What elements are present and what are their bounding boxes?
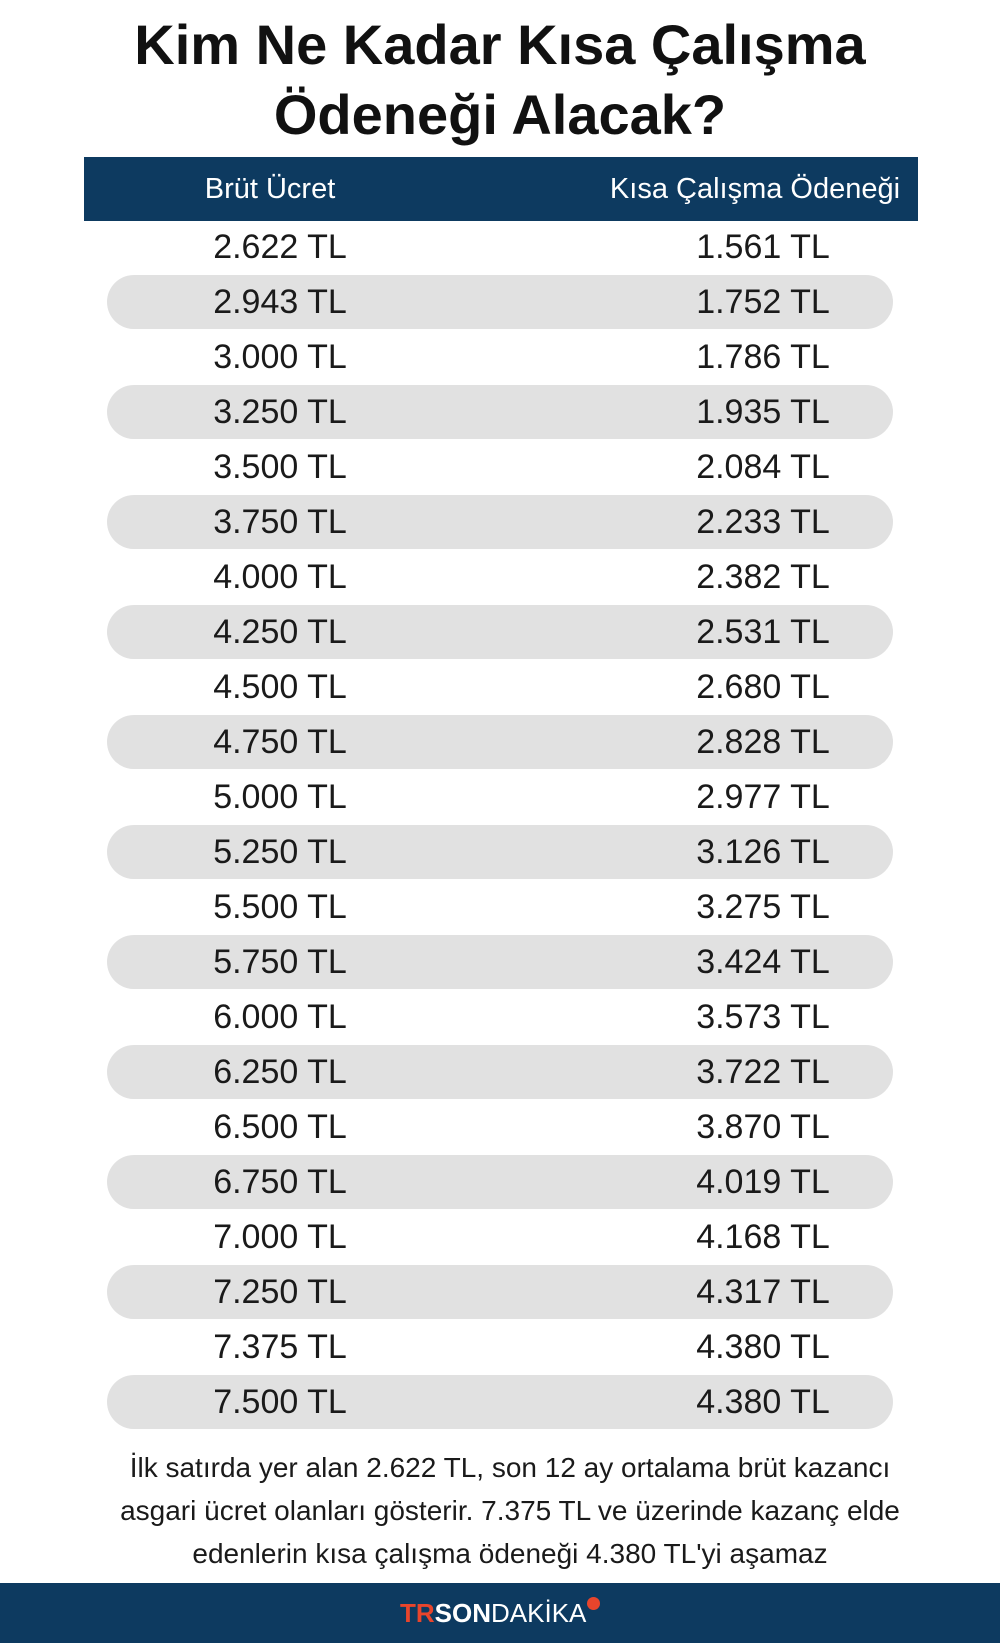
allowance-cell: 3.126 TL [696,833,830,871]
allowance-cell: 3.275 TL [696,888,830,926]
gross-wage-cell: 5.250 TL [213,833,347,871]
gross-wage-cell: 2.622 TL [213,228,347,266]
table-row: 7.000 TL 4.168 TL [107,1210,893,1264]
allowance-cell: 4.019 TL [696,1163,830,1201]
table-row: 4.250 TL 2.531 TL [107,605,893,659]
allowance-cell: 4.168 TL [696,1218,830,1256]
allowance-cell: 1.752 TL [696,283,830,321]
table-row: 7.250 TL 4.317 TL [107,1265,893,1319]
allowance-cell: 3.573 TL [696,998,830,1036]
allowance-cell: 3.424 TL [696,943,830,981]
footnote: İlk satırda yer alan 2.622 TL, son 12 ay… [80,1446,940,1575]
gross-wage-cell: 4.500 TL [213,668,347,706]
footer-bar: TRSONDAKİKA [0,1583,1000,1643]
allowance-cell: 1.935 TL [696,393,830,431]
gross-wage-cell: 3.250 TL [213,393,347,431]
table-row: 6.250 TL 3.722 TL [107,1045,893,1099]
allowance-cell: 3.870 TL [696,1108,830,1146]
gross-wage-cell: 6.500 TL [213,1108,347,1146]
gross-wage-cell: 3.000 TL [213,338,347,376]
allowance-cell: 3.722 TL [696,1053,830,1091]
footnote-line-2: asgari ücret olanları gösterir. 7.375 TL… [120,1495,900,1526]
table-row: 5.500 TL 3.275 TL [107,880,893,934]
gross-wage-cell: 3.500 TL [213,448,347,486]
table-row: 6.500 TL 3.870 TL [107,1100,893,1154]
logo-tr: TR [400,1598,435,1628]
table-row: 2.943 TL 1.752 TL [107,275,893,329]
table-row: 7.375 TL 4.380 TL [107,1320,893,1374]
allowance-cell: 1.561 TL [696,228,830,266]
gross-wage-cell: 3.750 TL [213,503,347,541]
allowance-cell: 2.084 TL [696,448,830,486]
footnote-line-1: İlk satırda yer alan 2.622 TL, son 12 ay… [129,1452,891,1483]
header-allowance: Kısa Çalışma Ödeneği [609,173,901,205]
logo-mark-icon [587,1597,601,1610]
table-row: 3.750 TL 2.233 TL [107,495,893,549]
logo-dakika: DAKİKA [491,1598,587,1628]
header-gross-wage: Brüt Ücret [204,173,336,205]
table-row: 4.750 TL 2.828 TL [107,715,893,769]
gross-wage-cell: 6.250 TL [213,1053,347,1091]
gross-wage-cell: 5.500 TL [213,888,347,926]
gross-wage-cell: 5.750 TL [213,943,347,981]
allowance-cell: 4.380 TL [696,1328,830,1366]
gross-wage-cell: 7.500 TL [213,1383,347,1421]
table-row: 4.000 TL 2.382 TL [107,550,893,604]
allowance-cell: 2.680 TL [696,668,830,706]
allowance-cell: 2.531 TL [696,613,830,651]
allowance-cell: 2.828 TL [696,723,830,761]
gross-wage-cell: 4.750 TL [213,723,347,761]
gross-wage-cell: 6.750 TL [213,1163,347,1201]
allowance-cell: 4.317 TL [696,1273,830,1311]
allowance-cell: 4.380 TL [696,1383,830,1421]
table-row: 5.000 TL 2.977 TL [107,770,893,824]
gross-wage-cell: 7.000 TL [213,1218,347,1256]
table-row: 5.750 TL 3.424 TL [107,935,893,989]
table-row: 5.250 TL 3.126 TL [107,825,893,879]
allowance-cell: 2.977 TL [696,778,830,816]
table-row: 3.500 TL 2.084 TL [107,440,893,494]
table-row: 6.000 TL 3.573 TL [107,990,893,1044]
page-title: Kim Ne Kadar Kısa Çalışma Ödeneği Alacak… [0,10,1000,150]
table-row: 7.500 TL 4.380 TL [107,1375,893,1429]
title-line-1: Kim Ne Kadar Kısa Çalışma [134,13,866,76]
allowance-cell: 2.233 TL [696,503,830,541]
logo-son: SON [434,1598,492,1628]
gross-wage-cell: 6.000 TL [213,998,347,1036]
allowance-cell: 2.382 TL [696,558,830,596]
gross-wage-cell: 5.000 TL [213,778,347,816]
table-header: Brüt Ücret Kısa Çalışma Ödeneği [84,157,918,221]
table-row: 6.750 TL 4.019 TL [107,1155,893,1209]
gross-wage-cell: 4.000 TL [213,558,347,596]
table-row: 3.250 TL 1.935 TL [107,385,893,439]
table-row: 3.000 TL 1.786 TL [107,330,893,384]
table-row: 2.622 TL 1.561 TL [107,220,893,274]
allowance-cell: 1.786 TL [696,338,830,376]
table-row: 4.500 TL 2.680 TL [107,660,893,714]
title-line-2: Ödeneği Alacak? [273,83,727,146]
gross-wage-cell: 7.375 TL [213,1328,347,1366]
footnote-line-3: edenlerin kısa çalışma ödeneği 4.380 TL'… [192,1538,828,1569]
gross-wage-cell: 4.250 TL [213,613,347,651]
brand-logo: TRSONDAKİKA [400,1597,601,1629]
gross-wage-cell: 2.943 TL [213,283,347,321]
gross-wage-cell: 7.250 TL [213,1273,347,1311]
